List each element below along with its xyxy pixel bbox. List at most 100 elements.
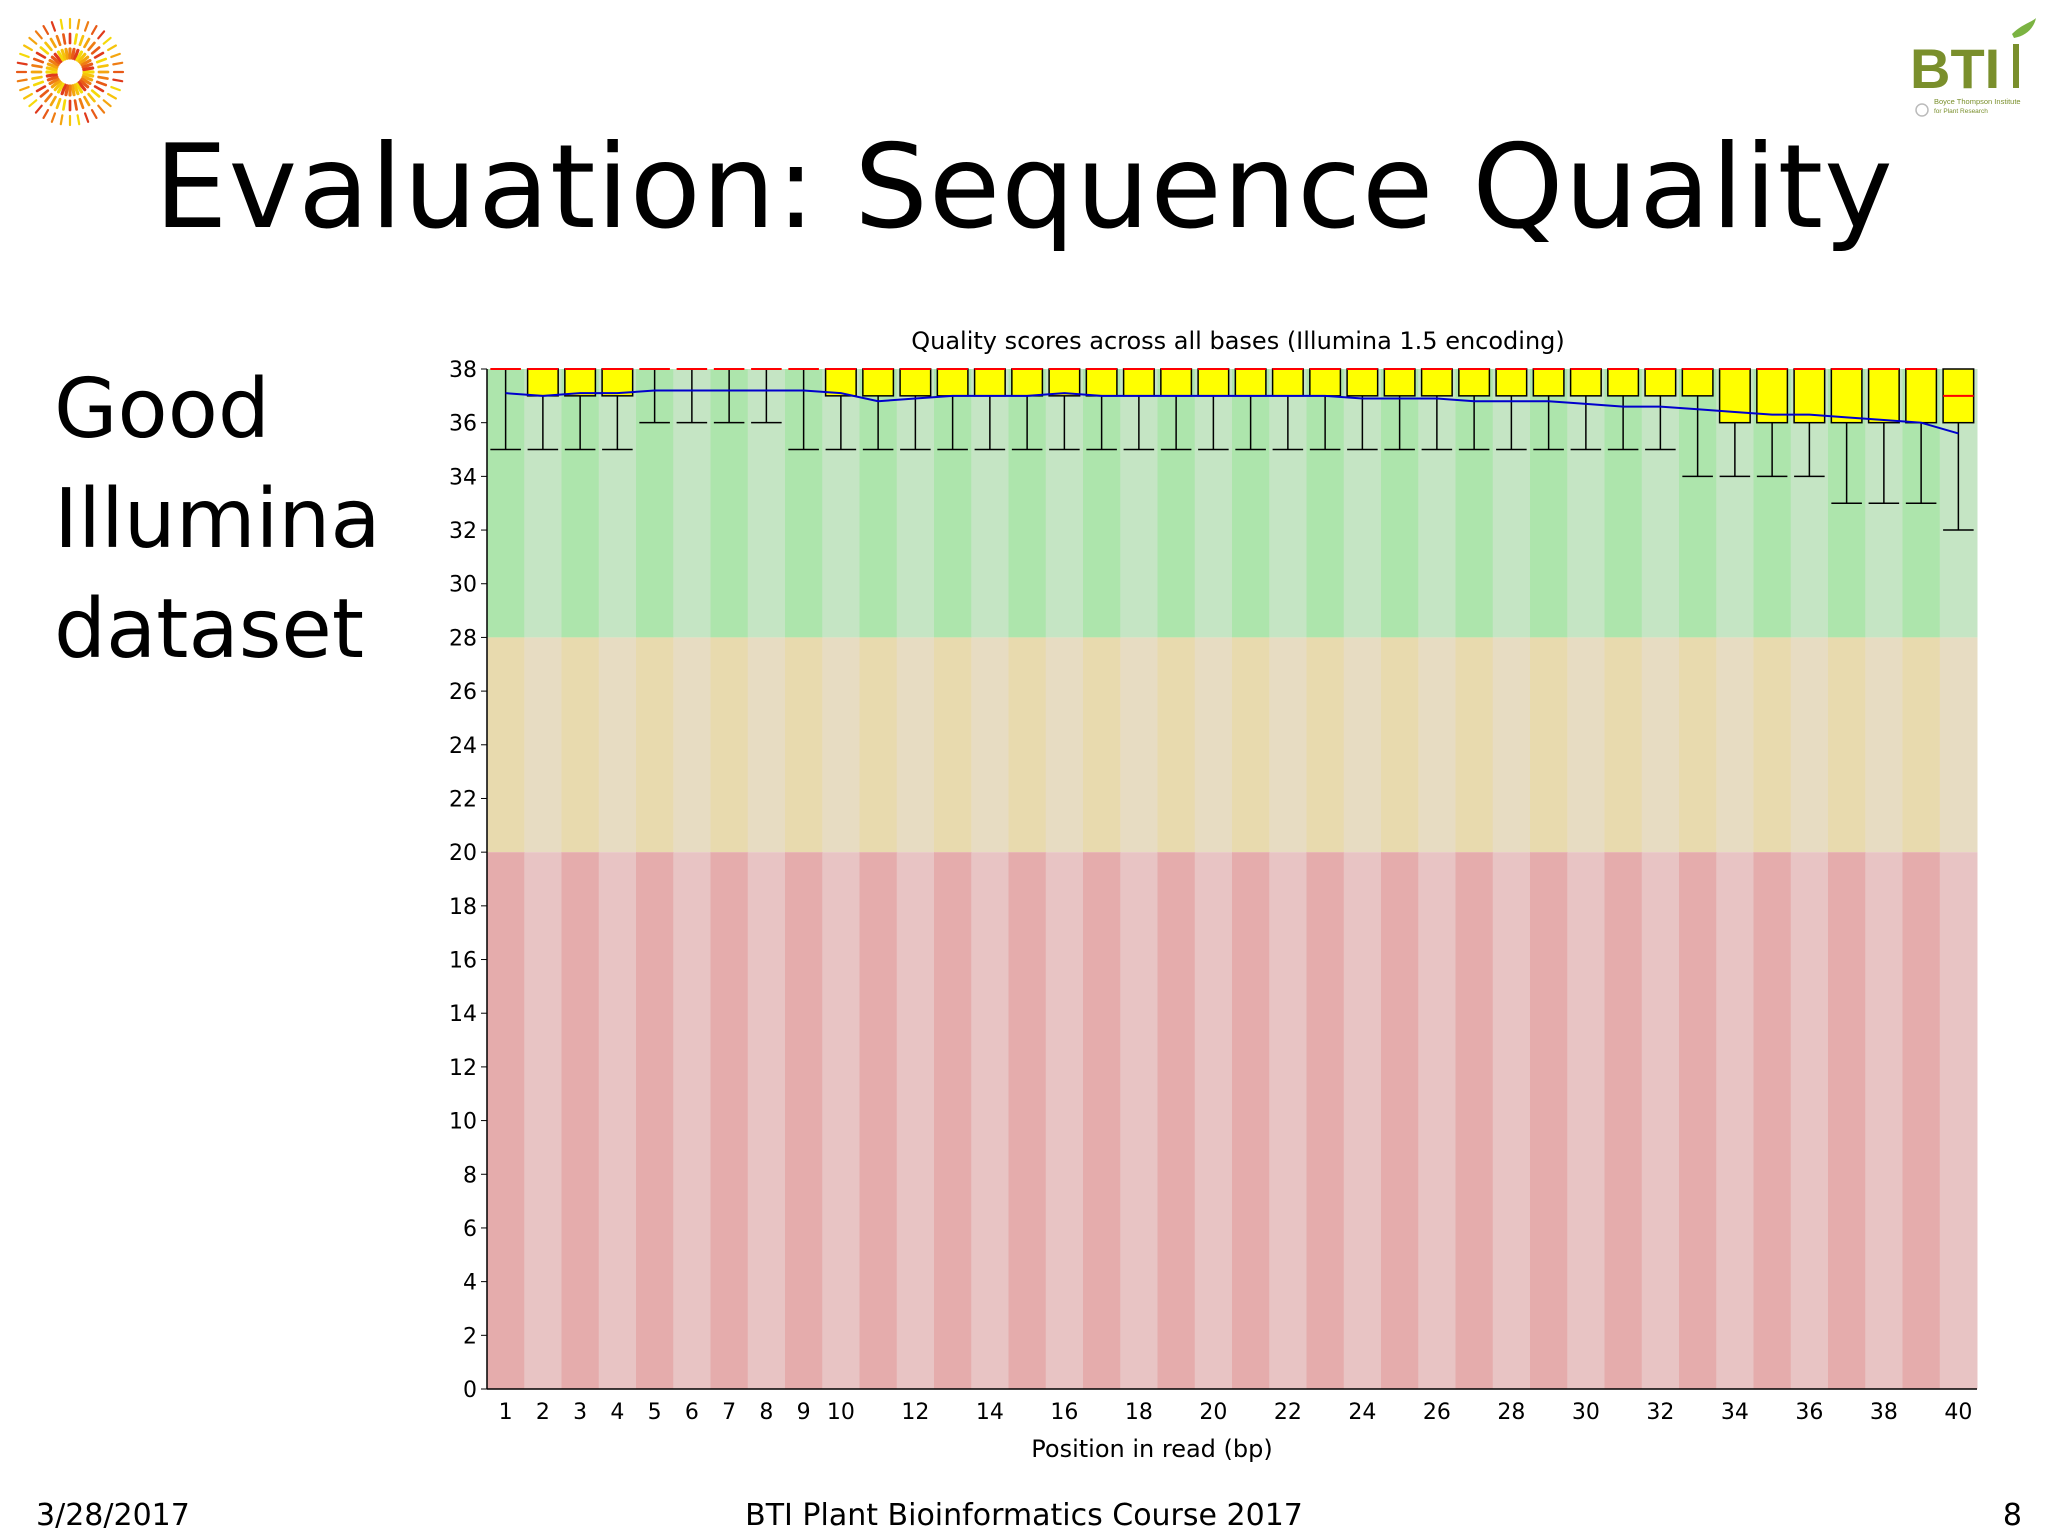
y-tick-label-20: 20 [449,841,477,866]
band-reasonable-col-25 [1381,637,1419,853]
box-24 [1346,368,1379,397]
band-reasonable-col-24 [1343,637,1382,853]
box-23 [1309,368,1342,397]
box-21 [1234,368,1267,397]
bti-tagline-line1: Boyce Thompson Institute [1934,97,2021,106]
box-39 [1905,368,1938,424]
band-poor-col-3 [561,852,600,1389]
side-caption: Good Illumina dataset [54,355,381,685]
band-reasonable-col-28 [1492,637,1531,853]
band-poor-col-32 [1641,852,1680,1389]
box-28 [1495,368,1528,397]
band-poor-col-18 [1120,852,1158,1389]
box-34 [1718,368,1751,424]
y-tick-label-4: 4 [463,1271,477,1296]
y-tick-label-10: 10 [449,1110,477,1135]
box-19 [1160,368,1193,397]
x-tick-label-34: 34 [1721,1400,1749,1425]
band-reasonable-col-22 [1269,637,1307,853]
x-tick-label-40: 40 [1944,1400,1972,1425]
box-3 [564,368,597,397]
band-poor-col-36 [1790,852,1829,1389]
band-reasonable-col-11 [859,637,898,853]
band-reasonable-col-18 [1120,637,1158,853]
band-poor-col-15 [1008,852,1047,1389]
x-tick-label-22: 22 [1274,1400,1302,1425]
x-tick-label-5: 5 [648,1400,662,1425]
box-32 [1644,368,1677,397]
band-reasonable-col-17 [1083,637,1121,853]
x-tick-label-18: 18 [1125,1400,1153,1425]
y-tick-label-34: 34 [449,465,477,490]
band-poor-col-6 [673,852,711,1389]
box-37 [1830,368,1863,424]
x-tick-label-16: 16 [1050,1400,1078,1425]
band-reasonable-col-7 [710,637,749,853]
band-poor-col-12 [896,852,935,1389]
page-number: 8 [2002,1498,2022,1533]
box-25 [1383,368,1416,397]
y-tick-label-36: 36 [449,412,477,437]
band-poor-col-10 [822,852,860,1389]
band-reasonable-col-10 [822,637,860,853]
band-poor-col-27 [1455,852,1494,1389]
y-tick-label-6: 6 [463,1217,477,1242]
band-poor-col-34 [1716,852,1754,1389]
band-poor-col-21 [1232,852,1270,1389]
band-reasonable-col-2 [524,637,562,853]
band-reasonable-col-35 [1753,637,1792,853]
band-poor-col-23 [1306,852,1345,1389]
band-poor-col-14 [971,852,1009,1389]
x-tick-label-20: 20 [1199,1400,1227,1425]
band-poor-col-25 [1381,852,1419,1389]
band-reasonable-col-36 [1790,637,1829,853]
x-tick-label-30: 30 [1572,1400,1600,1425]
box-11 [862,368,895,397]
y-tick-label-32: 32 [449,519,477,544]
x-tick-label-26: 26 [1423,1400,1451,1425]
box-30 [1569,368,1602,397]
y-tick-label-16: 16 [449,949,477,974]
bti-tagline-line2: for Plant Research [1934,108,1988,115]
band-poor-col-40 [1939,852,1978,1389]
box-13 [936,368,969,397]
band-poor-col-39 [1902,852,1941,1389]
y-tick-label-14: 14 [449,1002,477,1027]
band-poor-col-19 [1157,852,1196,1389]
slide-title: Evaluation: Sequence Quality [154,120,1894,255]
band-reasonable-col-23 [1306,637,1345,853]
y-tick-label-24: 24 [449,734,477,759]
x-tick-label-9: 9 [797,1400,811,1425]
x-tick-label-36: 36 [1795,1400,1823,1425]
band-reasonable-col-40 [1939,637,1978,853]
box-15 [1011,368,1044,397]
band-poor-col-7 [710,852,749,1389]
box-27 [1458,368,1491,397]
footer-course: BTI Plant Bioinformatics Course 2017 [745,1498,1303,1533]
x-tick-label-3: 3 [573,1400,587,1425]
band-poor-col-26 [1418,852,1456,1389]
band-reasonable-col-1 [487,637,525,853]
sunburst-logo-icon [15,17,125,127]
band-poor-col-22 [1269,852,1307,1389]
x-tick-label-7: 7 [722,1400,736,1425]
band-reasonable-col-6 [673,637,711,853]
side-caption-line-1: Good [54,362,270,457]
box-29 [1532,368,1565,397]
band-poor-col-8 [747,852,786,1389]
band-reasonable-col-13 [934,637,972,853]
bti-logo-icon: BTI Boyce Thompson Institute for Plant R… [1910,18,2036,117]
band-reasonable-col-32 [1641,637,1680,853]
band-poor-col-35 [1753,852,1792,1389]
band-reasonable-col-4 [598,637,637,853]
x-tick-label-14: 14 [976,1400,1004,1425]
y-tick-label-30: 30 [449,573,477,598]
band-poor-col-29 [1530,852,1568,1389]
band-reasonable-col-8 [747,637,786,853]
band-reasonable-col-5 [636,637,674,853]
y-tick-label-12: 12 [449,1056,477,1081]
box-33 [1681,368,1714,397]
box-17 [1085,368,1118,397]
chart-title: Quality scores across all bases (Illumin… [911,327,1565,355]
